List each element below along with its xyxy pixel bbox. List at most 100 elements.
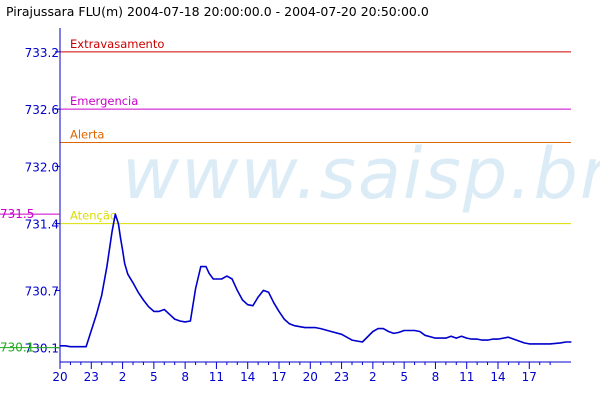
- data-point: [168, 313, 171, 315]
- data-point: [241, 299, 244, 301]
- data-point: [268, 291, 270, 293]
- x-tick-label: 20: [303, 370, 318, 384]
- data-point: [518, 340, 520, 342]
- data-point: [434, 337, 436, 339]
- data-point: [127, 273, 129, 275]
- data-point: [299, 326, 301, 328]
- x-tick-label: 5: [150, 370, 158, 384]
- data-point: [215, 278, 217, 280]
- data-point: [455, 337, 457, 339]
- threshold-label: Atenção: [70, 209, 117, 223]
- data-point: [132, 282, 134, 284]
- x-tick-label: 11: [459, 370, 474, 384]
- series-line: [60, 213, 571, 348]
- data-point: [523, 342, 525, 344]
- data-point: [163, 308, 165, 311]
- data-point: [205, 266, 207, 268]
- data-point: [414, 329, 416, 332]
- data-point: [403, 329, 405, 332]
- data-point: [208, 272, 210, 274]
- data-point: [158, 310, 160, 312]
- x-tick-label: 2: [119, 370, 127, 384]
- data-point: [361, 341, 363, 343]
- min-marker-label: 730.1: [0, 341, 34, 355]
- y-tick-label: 733.2: [25, 46, 59, 60]
- data-point: [424, 334, 426, 336]
- data-point: [476, 338, 478, 340]
- data-point: [460, 335, 463, 337]
- data-point: [174, 318, 176, 320]
- data-point: [471, 338, 473, 340]
- data-point: [398, 331, 400, 333]
- markers: 731.5 730.1: [0, 207, 60, 355]
- data-point: [247, 304, 249, 306]
- x-tick-label: 20: [52, 370, 67, 384]
- threshold-label: Extravasamento: [70, 37, 164, 51]
- x-tick-label: 17: [522, 370, 537, 384]
- data-point: [393, 332, 395, 334]
- data-point: [106, 266, 108, 268]
- data-point: [221, 278, 223, 280]
- data-point: [236, 289, 238, 291]
- data-point: [122, 249, 124, 251]
- data-point: [450, 335, 452, 337]
- x-tick-label: 17: [271, 370, 286, 384]
- data-point: [226, 275, 228, 277]
- data-point: [314, 327, 317, 329]
- data-point: [262, 289, 264, 291]
- data-point: [142, 299, 144, 301]
- data-point: [179, 320, 181, 322]
- data-point: [304, 327, 306, 329]
- data-point: [101, 294, 103, 296]
- max-marker-label: 731.5: [0, 207, 34, 221]
- data-point: [528, 343, 530, 345]
- data-point: [408, 329, 410, 332]
- data-point: [320, 328, 322, 330]
- data-point: [507, 336, 509, 338]
- data-point: [137, 291, 139, 293]
- data-point: [212, 278, 214, 280]
- data-point: [231, 278, 233, 280]
- data-point: [382, 328, 384, 330]
- data-point: [59, 345, 61, 347]
- data-point: [445, 337, 447, 339]
- data-point: [372, 330, 374, 333]
- data-point: [341, 333, 343, 335]
- data-point: [560, 342, 562, 344]
- x-tick-label: 11: [209, 370, 224, 384]
- data-point: [570, 341, 572, 343]
- data-point: [533, 343, 536, 345]
- data-point: [466, 337, 468, 339]
- data-point: [119, 237, 122, 239]
- watermark: www.saisp.br: [122, 133, 600, 215]
- data-point: [549, 343, 551, 345]
- data-point: [117, 223, 119, 225]
- data-point: [377, 328, 379, 330]
- data-point: [75, 346, 77, 348]
- x-tick-label: 5: [400, 370, 408, 384]
- data-point: [278, 310, 280, 312]
- data-point: [387, 330, 390, 333]
- x-tick-label: 8: [432, 370, 440, 384]
- data-point: [85, 346, 87, 348]
- data-point: [252, 305, 254, 307]
- data-point: [487, 339, 489, 341]
- chart-title: Pirajussara FLU(m) 2004-07-18 20:00:00.0…: [6, 4, 429, 19]
- data-point: [257, 296, 259, 298]
- threshold-label: Emergencia: [70, 94, 138, 108]
- data-point: [309, 327, 311, 329]
- data-point: [69, 346, 71, 348]
- data-point: [111, 230, 113, 232]
- y-tick-label: 730.1: [25, 342, 59, 356]
- data-point: [283, 318, 285, 320]
- y-tick-label: 730.7: [25, 284, 59, 298]
- threshold-label: Alerta: [70, 128, 104, 142]
- y-tick-label: 732.6: [25, 103, 59, 117]
- data-point: [124, 263, 126, 265]
- data-point: [80, 346, 82, 348]
- axes: 733.2 732.6 732.0 731.4 730.7 730.1 20 23 2 5 8 11 1…: [25, 28, 571, 384]
- data-point: [273, 302, 275, 304]
- data-point: [294, 325, 296, 327]
- x-tick-label: 14: [240, 370, 255, 384]
